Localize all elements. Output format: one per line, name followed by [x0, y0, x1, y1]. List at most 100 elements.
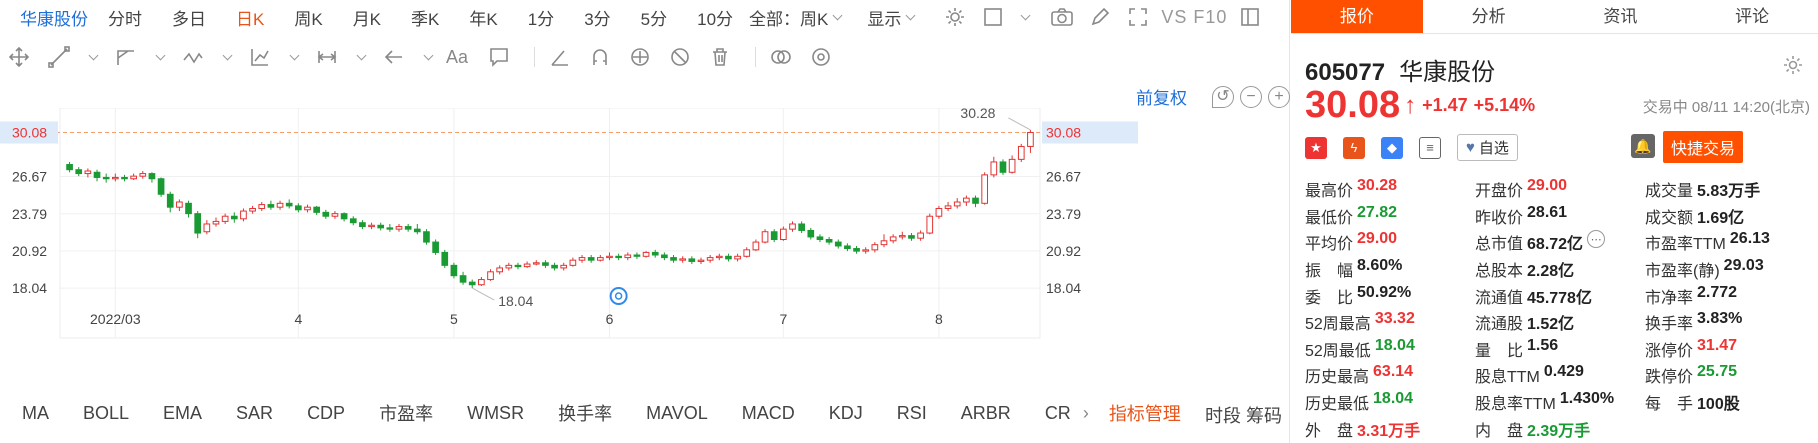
candle-body — [706, 257, 714, 261]
period-10min[interactable]: 10分 — [697, 9, 734, 29]
stock-name-link[interactable]: 华康股份 — [20, 9, 88, 29]
zoom-out-icon[interactable]: − — [1240, 86, 1262, 108]
x-tick-label: 6 — [606, 311, 614, 327]
text-tool[interactable]: Aa — [446, 46, 469, 67]
candle-body — [66, 164, 73, 171]
chevron-down-icon[interactable] — [289, 50, 300, 60]
period-monthly-k[interactable]: 月K — [352, 9, 382, 29]
indicator-pe[interactable]: 市盈率 — [379, 404, 434, 424]
fibonacci-icon[interactable] — [245, 42, 275, 72]
tag-icon[interactable]: ◆ — [1381, 136, 1403, 159]
quick-trade-button[interactable]: 快捷交易 — [1663, 131, 1744, 163]
more-icon[interactable]: ⋯ — [1587, 230, 1606, 249]
period-quarterly-k[interactable]: 季K — [411, 9, 440, 29]
candle-body — [560, 264, 568, 269]
indicator-kdj[interactable]: KDJ — [828, 402, 863, 423]
candle-body — [359, 222, 366, 228]
period-intraday[interactable]: 分时 — [108, 9, 142, 29]
indicator-arbr[interactable]: ARBR — [960, 402, 1011, 423]
move-icon[interactable] — [4, 42, 34, 72]
indicator-boll[interactable]: BOLL — [83, 402, 130, 423]
trendline-icon[interactable] — [44, 42, 74, 72]
period-5min[interactable]: 5分 — [640, 9, 668, 29]
sidebar-toggle-icon[interactable] — [1235, 2, 1265, 32]
wave-icon[interactable] — [178, 42, 208, 72]
chevron-down-icon[interactable] — [356, 50, 367, 60]
gear-icon[interactable] — [1782, 54, 1804, 81]
indicator-turnover[interactable]: 换手率 — [558, 404, 613, 424]
hide-icon[interactable] — [665, 42, 695, 72]
chevron-down-icon[interactable] — [88, 50, 99, 60]
candle-body — [102, 176, 110, 180]
tab-comments[interactable]: 评论 — [1735, 7, 1770, 26]
stat-value[interactable]: 68.72亿 — [1527, 236, 1584, 254]
angle-icon[interactable] — [545, 42, 575, 72]
camera-icon[interactable] — [1047, 2, 1077, 32]
candle-body — [368, 224, 375, 228]
low-marker-label: 18.04 — [498, 293, 533, 309]
measure-icon[interactable] — [312, 42, 342, 72]
zoom-in-icon[interactable]: + — [1268, 86, 1290, 108]
candlestick-chart[interactable]: 26.67 26.67 23.79 23.79 20.92 20.92 18.04 18.04… — [0, 108, 1290, 396]
indicator-wmsr[interactable]: WMSR — [467, 402, 525, 423]
bell-icon[interactable]: 🔔 — [1631, 134, 1655, 158]
period-3min[interactable]: 3分 — [584, 9, 611, 29]
stat-cell: 涨停价 31.47 — [1645, 337, 1805, 361]
chevron-right-icon[interactable]: › — [1082, 402, 1089, 423]
period-chips-label[interactable]: 时段 筹码 — [1204, 406, 1282, 426]
display-select[interactable]: 显示 — [867, 5, 916, 30]
indicator-ma[interactable]: MA — [22, 402, 49, 423]
candle-body — [450, 264, 458, 277]
indicator-sar[interactable]: SAR — [236, 402, 274, 423]
period-yearly-k[interactable]: 年K — [469, 9, 498, 29]
period-1min[interactable]: 1分 — [527, 9, 555, 29]
period-multiday[interactable]: 多日 — [172, 9, 206, 29]
fullscreen-icon[interactable] — [1123, 2, 1153, 32]
flash-icon[interactable]: ϟ — [1343, 136, 1365, 159]
settings-icon[interactable] — [806, 42, 836, 72]
comment-icon[interactable] — [484, 42, 514, 72]
gear-icon[interactable] — [940, 2, 970, 32]
stat-value: 27.82 — [1357, 203, 1398, 221]
indicator-macd[interactable]: MACD — [741, 402, 795, 423]
trash-icon[interactable] — [705, 42, 735, 72]
indicator-mavol[interactable]: MAVOL — [646, 402, 708, 423]
channel-icon[interactable] — [111, 42, 141, 72]
stat-label: 开盘价 — [1475, 183, 1524, 201]
stat-cell: 振 幅 8.60% — [1305, 257, 1475, 281]
chevron-down-icon[interactable] — [1020, 10, 1031, 20]
indicator-cr[interactable]: CR — [1044, 402, 1071, 423]
stat-value: 31.47 — [1697, 336, 1738, 354]
candle-body — [1017, 145, 1025, 160]
chevron-down-icon[interactable] — [423, 50, 434, 60]
x-tick-label: 7 — [779, 311, 787, 327]
pen-icon[interactable] — [1085, 2, 1115, 32]
tab-analysis[interactable]: 分析 — [1471, 7, 1506, 26]
price-adjust-select[interactable]: 前复权 — [1136, 89, 1187, 108]
candle-body — [468, 281, 476, 286]
arrow-left-icon[interactable] — [379, 42, 409, 72]
tab-news[interactable]: 资讯 — [1603, 7, 1638, 26]
lock-cycle-icon[interactable] — [625, 42, 655, 72]
stat-value: 18.04 — [1373, 390, 1414, 408]
add-watchlist-button[interactable]: ♥ 自选 — [1457, 134, 1518, 161]
magnet-icon[interactable] — [585, 42, 615, 72]
square-select-icon[interactable] — [978, 2, 1008, 32]
candle-body — [386, 227, 394, 230]
watchlist-label: 自选 — [1478, 140, 1509, 157]
range-select[interactable]: 全部：周K — [749, 5, 843, 30]
indicator-ema[interactable]: EMA — [163, 402, 203, 423]
indicator-manage-button[interactable]: 指标管理 — [1108, 404, 1181, 424]
compare-icon[interactable] — [766, 42, 796, 72]
vs-f10-label[interactable]: VS F10 — [1161, 6, 1228, 27]
tab-quote[interactable]: 报价 — [1291, 0, 1423, 33]
period-daily-k[interactable]: 日K — [236, 9, 265, 29]
indicator-rsi[interactable]: RSI — [896, 402, 927, 423]
period-weekly-k[interactable]: 周K — [294, 9, 323, 29]
candle-body — [551, 264, 558, 269]
chevron-down-icon[interactable] — [222, 50, 233, 60]
chevron-down-icon[interactable] — [155, 50, 166, 60]
indicator-cdp[interactable]: CDP — [307, 402, 346, 423]
document-icon[interactable]: ≡ — [1419, 136, 1441, 159]
reset-icon[interactable]: ↺ — [1212, 86, 1234, 108]
